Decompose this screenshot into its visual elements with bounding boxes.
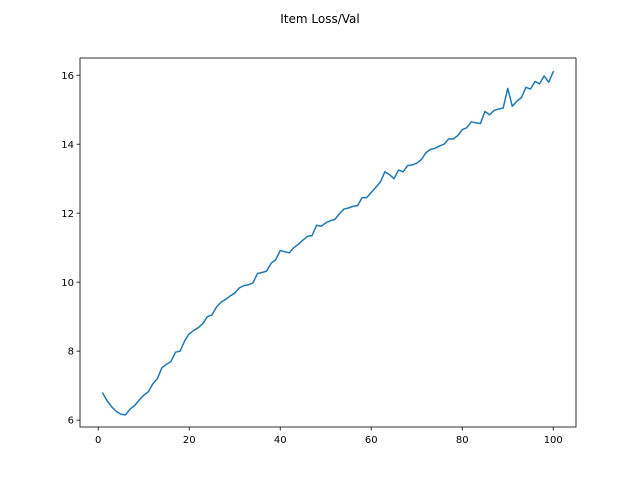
x-tick-label: 80 (456, 435, 469, 446)
x-tick-label: 100 (544, 435, 563, 446)
y-tick-label: 8 (68, 347, 74, 358)
y-tick-label: 6 (68, 416, 74, 427)
x-tick-label: 40 (274, 435, 287, 446)
series-layer (101, 70, 555, 416)
x-tick-label: 0 (95, 435, 101, 446)
y-tick-label: 12 (61, 209, 74, 220)
chart-title: Item Loss/Val (280, 12, 359, 26)
plot-frame (79, 57, 577, 428)
x-tick-label: 20 (183, 435, 196, 446)
x-axis: 0 20 40 60 80 100 (95, 427, 563, 446)
y-tick-label: 10 (61, 278, 74, 289)
y-axis: 6 8 10 12 14 16 (61, 71, 80, 427)
series-line-0 (101, 70, 555, 416)
x-tick-label: 60 (365, 435, 378, 446)
y-tick-label: 14 (61, 140, 74, 151)
y-tick-label: 16 (61, 71, 74, 82)
plot-area (79, 57, 577, 428)
